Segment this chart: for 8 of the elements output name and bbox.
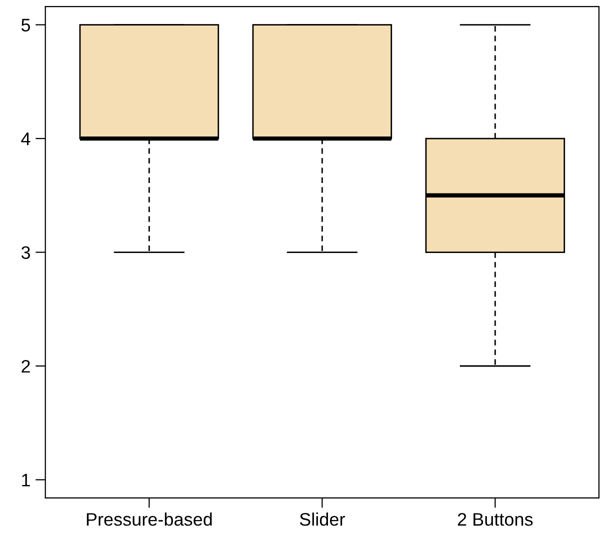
- x-tick-label: 2 Buttons: [458, 513, 533, 526]
- y-tick-label: 5: [21, 18, 30, 32]
- y-tick-label: 2: [22, 360, 30, 373]
- y-tick-label: 4: [21, 132, 30, 146]
- y-tick-label: 3: [21, 246, 30, 259]
- y-tick-label: 1: [22, 474, 30, 486]
- x-tick-label: Slider: [300, 512, 345, 526]
- x-tick-label: Pressure-based: [86, 512, 212, 526]
